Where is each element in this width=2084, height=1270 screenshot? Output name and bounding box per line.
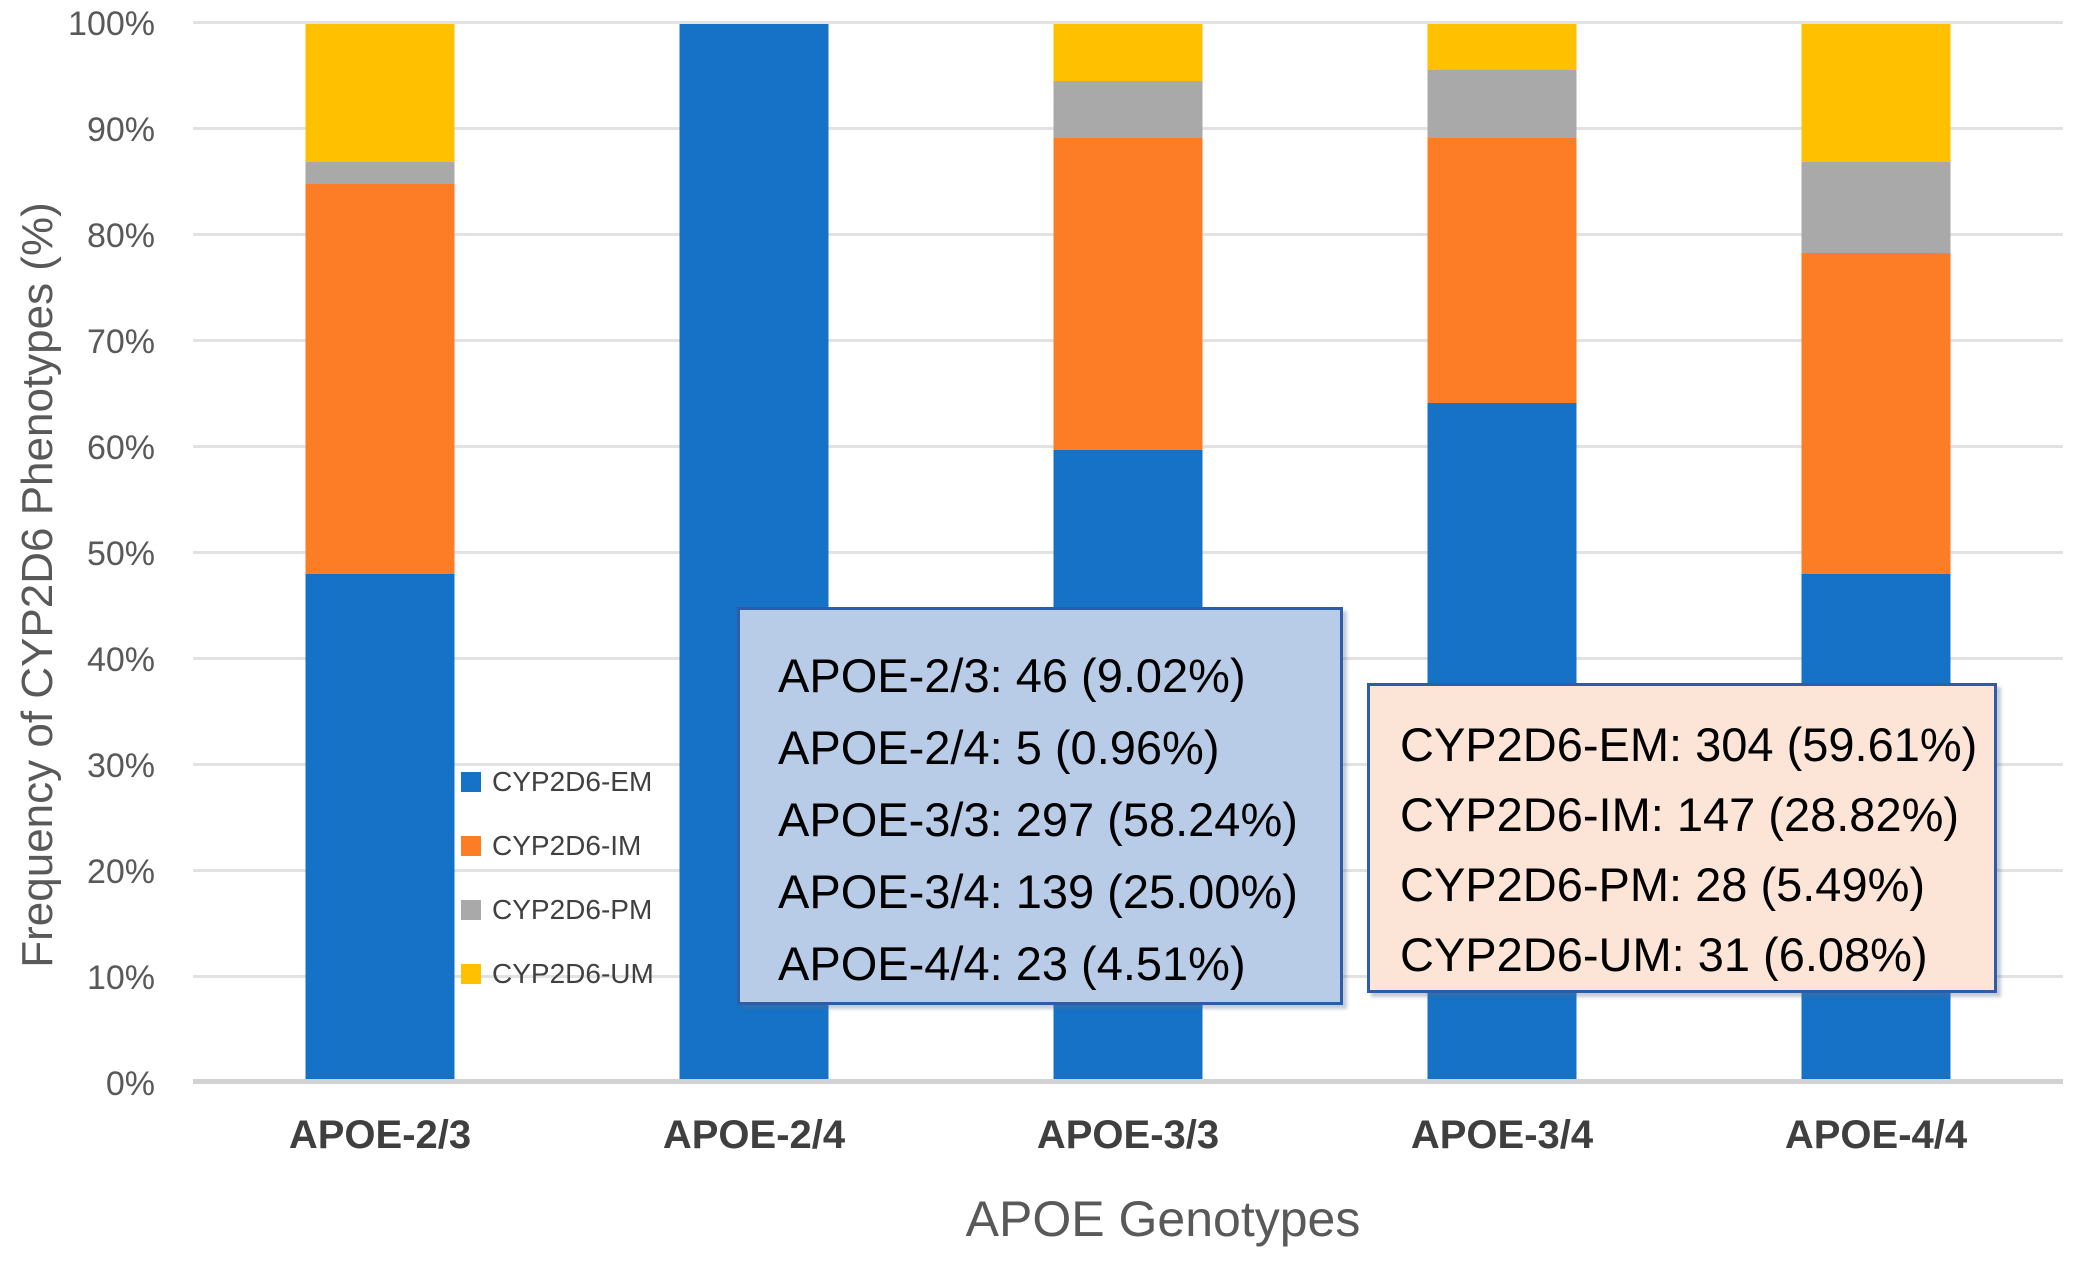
cyp2d6-phenotype-counts-box: CYP2D6-EM: 304 (59.61%) CYP2D6-IM: 147 (2… bbox=[1367, 683, 1997, 993]
bar-slot-APOE-2/3 bbox=[193, 24, 567, 1079]
bar-segment-APOE-2/3-CYP2D6-UM bbox=[305, 24, 455, 162]
legend-label-CYP2D6-EM: CYP2D6-EM bbox=[492, 766, 653, 797]
gridline-100% bbox=[193, 21, 2063, 24]
legend-item-CYP2D6-EM: CYP2D6-EM bbox=[461, 766, 654, 797]
y-tick-label-70%: 70% bbox=[86, 323, 155, 361]
legend-marker-CYP2D6-UM bbox=[461, 964, 481, 984]
bar-segment-APOE-4/4-CYP2D6-PM bbox=[1801, 161, 1951, 254]
y-tick-label-20%: 20% bbox=[86, 853, 155, 891]
bar-segment-APOE-3/3-CYP2D6-UM bbox=[1053, 23, 1203, 81]
legend-item-CYP2D6-PM: CYP2D6-PM bbox=[461, 894, 654, 925]
bar-segment-APOE-3/3-CYP2D6-IM bbox=[1053, 137, 1203, 451]
y-tick-label-100%: 100% bbox=[68, 5, 155, 43]
y-tick-label-60%: 60% bbox=[86, 429, 155, 467]
bar-segment-APOE-3/3-CYP2D6-PM bbox=[1053, 80, 1203, 138]
annotation-line: CYP2D6-UM: 31 (6.08%) bbox=[1400, 928, 1928, 981]
apoe-genotype-counts-box: APOE-2/3: 46 (9.02%) APOE-2/4: 5 (0.96%) A… bbox=[737, 607, 1343, 1005]
bar-segment-APOE-2/3-CYP2D6-EM bbox=[305, 574, 455, 1079]
bar-segment-APOE-2/3-CYP2D6-IM bbox=[305, 184, 455, 575]
bar-segment-APOE-3/4-CYP2D6-PM bbox=[1427, 69, 1577, 138]
bar-segment-APOE-3/4-CYP2D6-UM bbox=[1427, 24, 1577, 70]
x-category-label-APOE-3/4: APOE-3/4 bbox=[1410, 1113, 1594, 1157]
legend-item-CYP2D6-UM: CYP2D6-UM bbox=[461, 958, 654, 989]
legend-label-CYP2D6-IM: CYP2D6-IM bbox=[492, 830, 642, 861]
legend-label-CYP2D6-PM: CYP2D6-PM bbox=[492, 894, 653, 925]
annotation-line: APOE-2/3: 46 (9.02%) bbox=[778, 649, 1246, 702]
legend-item-CYP2D6-IM: CYP2D6-IM bbox=[461, 830, 654, 861]
x-category-label-APOE-2/4: APOE-2/4 bbox=[662, 1113, 846, 1157]
x-category-label-APOE-2/3: APOE-2/3 bbox=[288, 1113, 472, 1157]
bar-segment-APOE-2/3-CYP2D6-PM bbox=[305, 161, 455, 185]
y-tick-label-50%: 50% bbox=[86, 535, 155, 573]
x-axis-title: APOE Genotypes bbox=[965, 1191, 1361, 1247]
legend-marker-CYP2D6-EM bbox=[461, 772, 481, 792]
legend-marker-CYP2D6-PM bbox=[461, 900, 481, 920]
annotation-line: APOE-4/4: 23 (4.51%) bbox=[778, 937, 1246, 990]
legend-label-CYP2D6-UM: CYP2D6-UM bbox=[492, 958, 654, 989]
gridline-0% bbox=[193, 1079, 2063, 1084]
legend-marker-CYP2D6-IM bbox=[461, 836, 481, 856]
y-axis-tick-labels: 0% 10% 20% 30% 40% 50% 60% 70% 80% 90% 100% bbox=[0, 7, 155, 1101]
bar-segment-APOE-4/4-CYP2D6-IM bbox=[1801, 253, 1951, 575]
x-category-label-APOE-3/3: APOE-3/3 bbox=[1036, 1113, 1220, 1157]
bar-segment-APOE-3/4-CYP2D6-IM bbox=[1427, 137, 1577, 404]
annotation-line: CYP2D6-PM: 28 (5.49%) bbox=[1400, 858, 1926, 911]
y-tick-label-40%: 40% bbox=[86, 641, 155, 679]
y-tick-label-80%: 80% bbox=[86, 217, 155, 255]
annotation-line: APOE-3/3: 297 (58.24%) bbox=[778, 793, 1298, 846]
bar-segment-APOE-4/4-CYP2D6-UM bbox=[1801, 24, 1951, 162]
y-tick-label-0%: 0% bbox=[105, 1065, 155, 1103]
y-tick-label-30%: 30% bbox=[86, 747, 155, 785]
y-tick-label-90%: 90% bbox=[86, 111, 155, 149]
annotation-line: CYP2D6-IM: 147 (28.82%) bbox=[1400, 788, 1960, 841]
x-axis-category-labels: APOE-2/3 APOE-2/4 APOE-3/3 APOE-3/4 APOE-4/4 bbox=[193, 1113, 2063, 1158]
annotation-line: CYP2D6-EM: 304 (59.61%) bbox=[1400, 718, 1978, 771]
x-category-label-APOE-4/4: APOE-4/4 bbox=[1784, 1113, 1968, 1157]
annotation-line: APOE-2/4: 5 (0.96%) bbox=[778, 721, 1220, 774]
y-tick-label-10%: 10% bbox=[86, 959, 155, 997]
bar-APOE-2/3 bbox=[305, 24, 455, 1079]
chart-legend: CYP2D6-EM CYP2D6-IM CYP2D6-PM CYP2D6-UM bbox=[461, 766, 654, 1028]
annotation-line: APOE-3/4: 139 (25.00%) bbox=[778, 865, 1298, 918]
